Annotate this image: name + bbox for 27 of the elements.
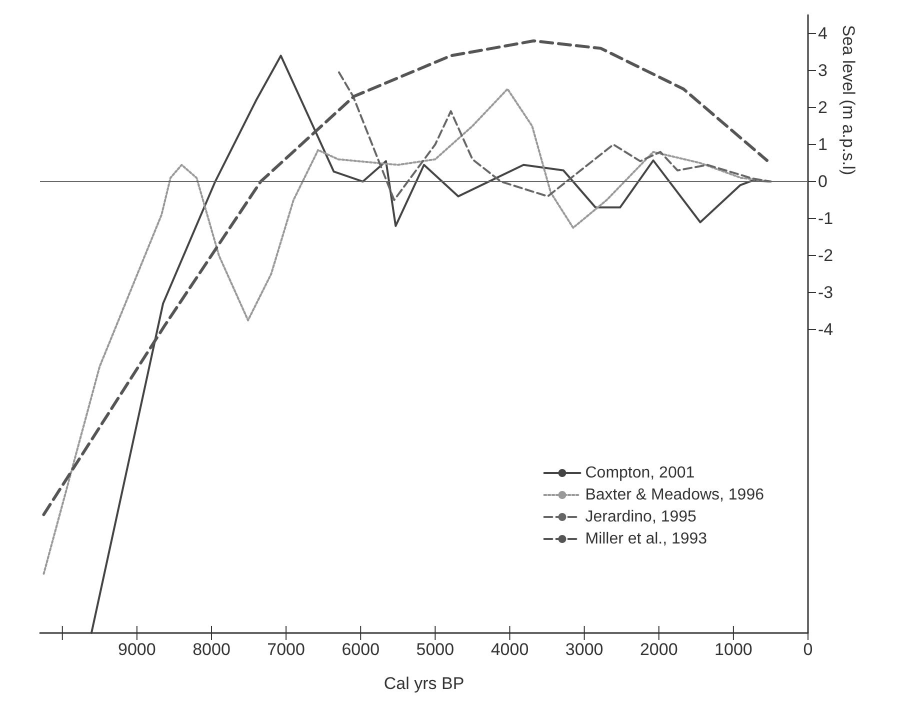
y-tick-label: -4 bbox=[818, 320, 834, 340]
x-tick-label: 1000 bbox=[714, 640, 752, 659]
x-tick-label: 3000 bbox=[565, 640, 604, 659]
y-tick-label: 4 bbox=[818, 24, 828, 44]
y-tick-label: -2 bbox=[818, 246, 834, 266]
line-series bbox=[42, 88, 772, 575]
y-axis-title: Sea level (m a.p.s.l) bbox=[839, 25, 858, 176]
y-tick-label: -1 bbox=[818, 209, 834, 228]
y-tick-label: -3 bbox=[818, 283, 834, 302]
y-tick-label: 1 bbox=[818, 135, 828, 154]
line-series bbox=[90, 54, 771, 634]
x-tick-label: 7000 bbox=[267, 640, 305, 659]
legend-label: Jerardino, 1995 bbox=[585, 508, 697, 526]
legend-label: Compton, 2001 bbox=[585, 464, 695, 482]
x-tick-label: 4000 bbox=[490, 640, 529, 659]
x-tick-label: 9000 bbox=[118, 640, 156, 659]
x-tick-label: 6000 bbox=[342, 640, 380, 659]
y-tick-label: 3 bbox=[818, 61, 828, 80]
x-axis-title: Cal yrs BP bbox=[384, 674, 464, 693]
x-tick-label: 8000 bbox=[192, 640, 230, 659]
x-tick-label: 0 bbox=[803, 640, 813, 659]
y-tick-label: 2 bbox=[818, 98, 828, 118]
legend-label: Miller et al., 1993 bbox=[585, 530, 708, 548]
legend-label: Baxter & Meadows, 1996 bbox=[585, 486, 764, 504]
x-tick-label: 2000 bbox=[640, 640, 678, 659]
y-tick-label: 0 bbox=[818, 172, 828, 192]
x-tick-label: 5000 bbox=[416, 640, 454, 659]
